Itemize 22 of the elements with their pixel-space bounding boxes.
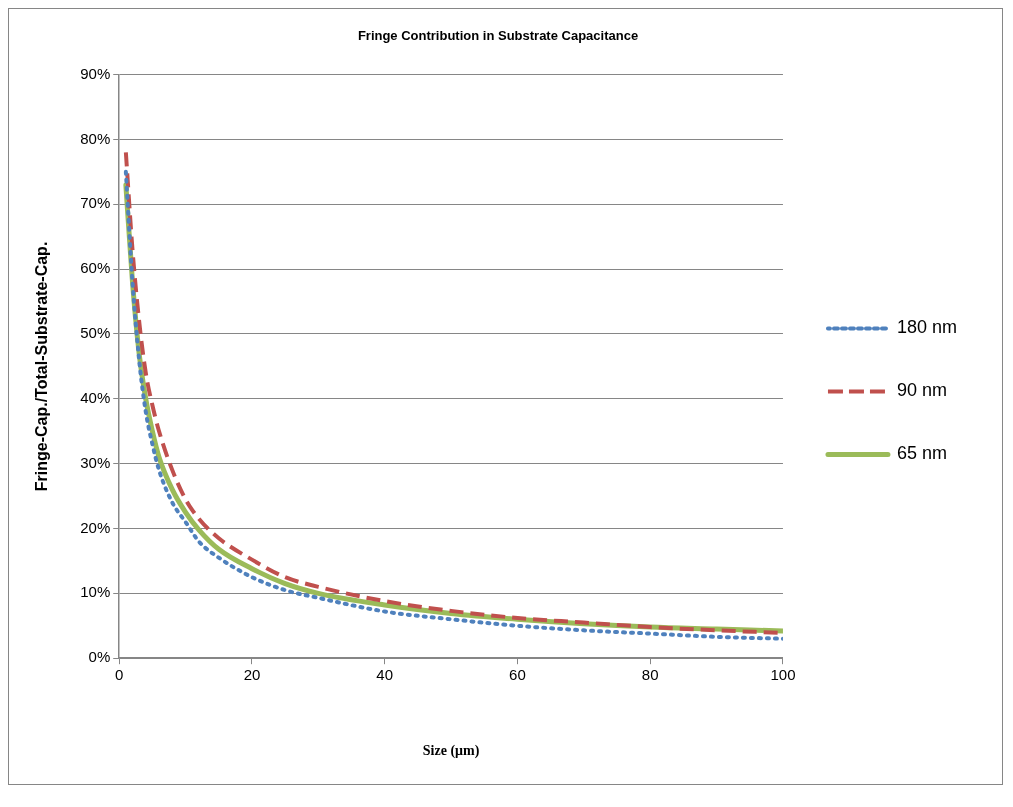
y-tick-label: 20% — [80, 518, 111, 536]
x-tick-label: 80 — [641, 666, 659, 684]
legend-label: 90 nm — [896, 380, 947, 401]
y-tick-label: 70% — [80, 194, 111, 212]
y-tick-label: 0% — [88, 648, 111, 666]
y-tick-label: 90% — [80, 64, 111, 82]
y-tick-label: 30% — [80, 453, 111, 471]
y-axis-title: Fringe-Cap./Total-Substrate-Cap. — [33, 241, 51, 492]
y-tick-label: 80% — [80, 129, 111, 147]
legend-label: 180 nm — [896, 317, 958, 338]
y-tick-label: 60% — [80, 259, 111, 277]
y-tick-label: 50% — [80, 324, 111, 342]
x-tick-label: 60 — [509, 666, 526, 684]
legend-label: 65 nm — [896, 443, 947, 464]
x-tick-label: 20 — [243, 666, 261, 684]
x-tick-label: 100 — [770, 666, 796, 684]
x-tick-label: 0 — [115, 666, 124, 684]
x-tick-label: 40 — [376, 666, 394, 684]
y-tick-label: 40% — [80, 388, 111, 406]
chart-title: Fringe Contribution in Substrate Capacitance — [357, 28, 639, 44]
x-axis-title: Size (μm) — [422, 743, 480, 760]
y-tick-label: 10% — [80, 583, 111, 601]
